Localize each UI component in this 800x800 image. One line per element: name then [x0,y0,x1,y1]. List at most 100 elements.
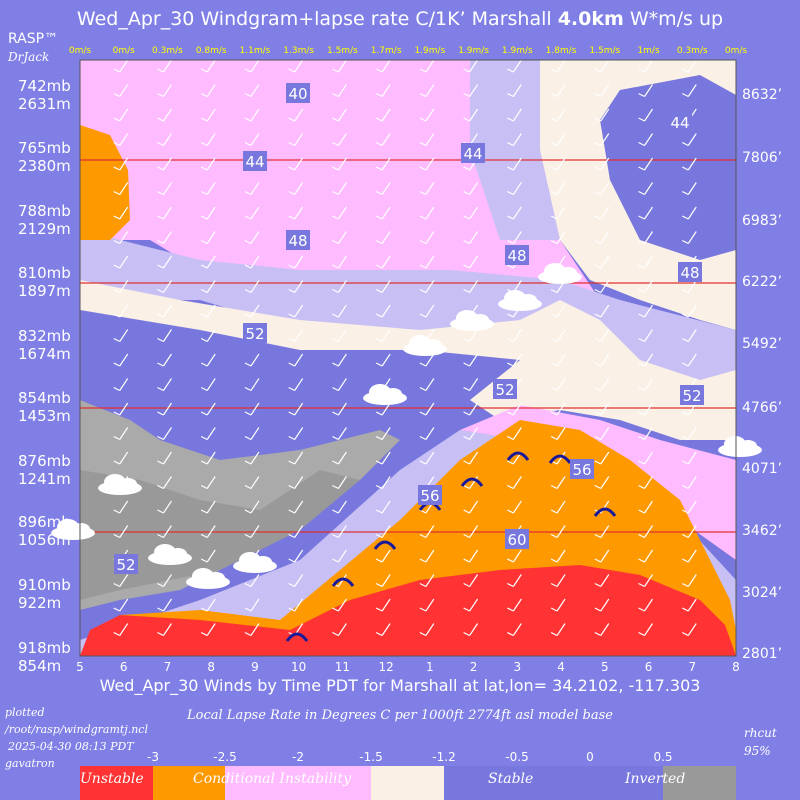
wind-barb [419,280,435,294]
wind-barb [200,451,216,465]
region-inverted-dark [80,470,360,600]
wind-barb [157,84,172,98]
wind-barb [594,378,610,392]
wind-barb [288,255,304,269]
legend-category: Inverted [625,771,686,787]
wind-barb [681,59,697,73]
region-pink-low [460,405,736,560]
wind-barb [157,255,172,269]
updraft-label: 1.9m/s [458,46,489,56]
wind-barb [244,133,260,147]
wind-barb [419,402,435,416]
y-tick-mb: 810mb [18,264,71,282]
thermal-arc-icon [331,577,355,587]
wind-barb [419,451,435,465]
x-tick: 7 [688,660,697,674]
wind-barb [157,231,172,245]
wind-barb [332,427,347,441]
contour-label: 48 [507,247,526,265]
wind-barb [113,59,129,73]
x-tick: 7 [163,660,172,674]
legend-value: -1.5 [359,750,383,764]
thermal-arc-icon [285,632,309,642]
wind-barb [157,623,172,637]
legend-value: -2.5 [213,750,237,764]
contour-label-box [678,262,702,282]
wind-barb [332,598,347,612]
wind-barb [113,133,129,147]
cloud-icon-puff [424,339,442,351]
wind-barb [638,402,654,416]
wind-barb [419,182,435,196]
wind-barb [463,84,479,98]
wind-barb [113,500,129,514]
wind-barb [375,623,391,637]
wind-barb [419,304,435,318]
wind-barb [507,329,522,343]
wind-barb [200,304,216,318]
wind-barb [507,623,522,637]
wind-barb [594,157,610,171]
wind-barb [200,427,216,441]
region-conditional-corner [80,125,130,240]
wind-barb [113,525,129,539]
updraft-label: 0.3m/s [152,46,183,56]
contour-label: 44 [245,153,264,171]
wind-barb [638,427,654,441]
wind-barb [375,476,391,490]
wind-barb [332,108,347,122]
legend-title: Local Lapse Rate in Degrees C per 1000ft… [187,708,613,723]
wind-barb [157,280,172,294]
wind-barb [157,59,172,73]
wind-barb [507,206,522,220]
wind-barb [638,108,654,122]
wind-barb [419,598,435,612]
updraft-label: 0m/s [724,46,748,56]
wind-barb [157,402,172,416]
y-tick-right: 4071’ [742,461,783,477]
wind-barb [288,329,304,343]
wind-barb [113,280,129,294]
wind-barb [113,427,129,441]
wind-barb [244,280,260,294]
y-tick-m: 2129m [18,220,71,238]
wind-barb [332,329,347,343]
wind-barb [681,133,697,147]
wind-barb [550,353,566,367]
y-tick-m: 2380m [18,157,71,175]
wind-barb [288,574,304,588]
wind-barb [288,598,304,612]
x-tick: 3 [513,660,522,674]
wind-barb [463,402,479,416]
wind-barb [157,353,172,367]
wind-barb [463,500,479,514]
legend-swatch [80,766,153,800]
wind-barb [463,623,479,637]
y-tick-right: 7806’ [742,150,783,166]
wind-barb [681,182,697,196]
wind-barb [594,525,610,539]
contour-label: 56 [420,487,439,505]
wind-barb [113,182,129,196]
legend-value: -1.2 [432,750,456,764]
wind-barb [113,378,129,392]
wind-barb [594,182,610,196]
contour-label-box [570,459,594,479]
wind-barb [550,133,566,147]
wind-barb [332,84,347,98]
x-tick: 2 [469,660,478,674]
updraft-label: 0m/s [112,46,135,56]
wind-barb [463,280,479,294]
wind-barb [681,598,697,612]
y-tick-m: 1241m [18,470,71,488]
contour-label-box [668,112,692,132]
wind-barb [419,427,435,441]
user-label: gavatron [5,757,55,770]
wind-barb [594,255,610,269]
wind-barb [244,574,260,588]
cloud-icon [51,519,95,540]
wind-barb [244,84,260,98]
wind-barb [550,206,566,220]
wind-barb [594,427,610,441]
wind-barb [507,182,522,196]
